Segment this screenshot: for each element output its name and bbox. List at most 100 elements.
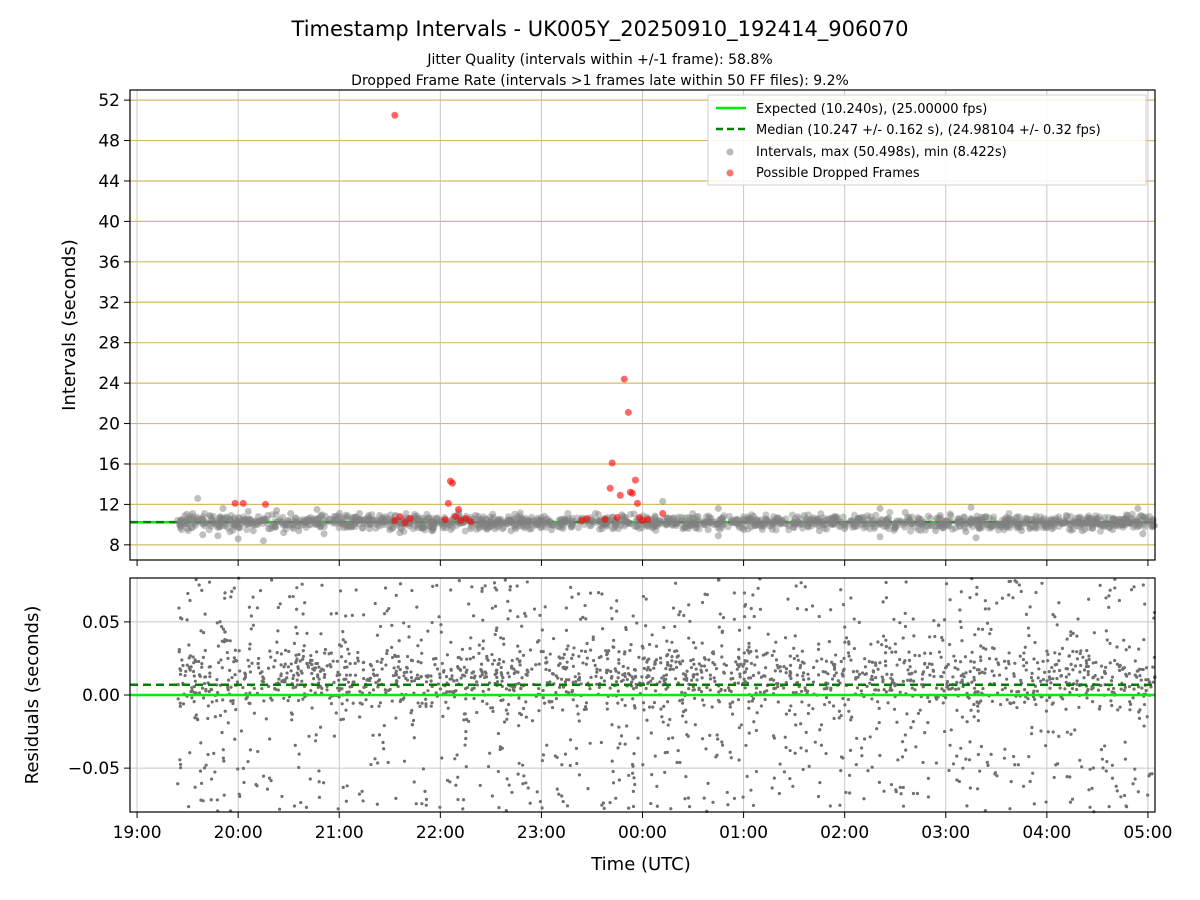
interval-point: [478, 515, 486, 523]
residual-point: [795, 673, 799, 677]
residual-point: [801, 767, 805, 772]
residual-point: [770, 786, 774, 790]
residual-point: [199, 741, 203, 745]
residual-point: [486, 765, 491, 769]
interval-point: [982, 513, 990, 521]
interval-point: [744, 513, 752, 521]
residual-point: [380, 657, 384, 661]
interval-point: [1134, 504, 1142, 512]
residual-point: [890, 688, 894, 692]
residual-point: [334, 611, 339, 615]
residual-point: [1117, 598, 1122, 603]
interval-point: [938, 524, 946, 532]
residual-point: [410, 659, 415, 663]
interval-point: [260, 516, 268, 524]
residual-point: [297, 652, 301, 657]
interval-point: [1019, 519, 1027, 527]
residual-point: [341, 630, 345, 634]
interval-point: [1110, 515, 1118, 523]
residual-point: [687, 636, 691, 640]
residual-point: [591, 658, 596, 663]
interval-point: [543, 519, 551, 527]
residual-point: [837, 716, 841, 720]
residual-point: [420, 651, 424, 655]
residual-point: [1039, 729, 1043, 733]
residual-point: [1132, 585, 1136, 589]
residual-point: [876, 667, 880, 671]
interval-point: [243, 519, 251, 527]
residual-point: [1107, 594, 1111, 598]
residual-point: [226, 678, 231, 682]
residual-point: [827, 639, 831, 644]
residual-point: [744, 667, 749, 671]
residual-point: [1109, 679, 1114, 683]
residual-point: [848, 748, 853, 753]
residual-point: [1025, 691, 1030, 695]
interval-point: [216, 515, 224, 523]
residual-point: [342, 677, 346, 681]
residual-point: [540, 758, 544, 763]
interval-point: [341, 513, 349, 521]
interval-point: [1085, 514, 1093, 522]
residual-point: [795, 654, 799, 658]
interval-point: [926, 522, 934, 530]
residual-point: [855, 669, 859, 673]
residual-point: [977, 701, 981, 705]
residual-point: [968, 740, 972, 744]
residual-point: [983, 599, 987, 603]
residual-point: [493, 586, 497, 590]
residual-point: [374, 681, 378, 685]
interval-point: [255, 518, 263, 526]
interval-point: [954, 518, 962, 526]
chart-title: Timestamp Intervals - UK005Y_20250910_19…: [291, 17, 909, 42]
interval-point: [689, 519, 697, 527]
residual-point: [1002, 659, 1007, 663]
residual-point: [178, 704, 182, 708]
residual-point: [789, 704, 793, 708]
x-axis-label: Time (UTC): [590, 854, 691, 875]
interval-point: [254, 513, 262, 521]
residual-point: [449, 640, 453, 644]
residual-point: [654, 644, 659, 648]
residual-point: [579, 617, 583, 621]
interval-point: [954, 515, 962, 523]
residual-point: [1012, 754, 1016, 759]
interval-point: [504, 519, 512, 527]
interval-point: [1058, 520, 1066, 528]
residual-point: [1032, 802, 1036, 806]
interval-point: [1116, 517, 1124, 525]
residual-point: [1091, 661, 1095, 665]
interval-point: [231, 516, 239, 524]
residual-point: [390, 645, 394, 650]
residual-point: [661, 720, 665, 724]
interval-point: [198, 515, 206, 523]
residual-point: [847, 773, 852, 777]
residual-point: [799, 722, 803, 726]
interval-point: [987, 524, 995, 532]
residual-point: [178, 701, 182, 705]
interval-point: [319, 519, 327, 527]
residual-point: [560, 794, 564, 798]
residual-point: [1142, 702, 1147, 707]
residual-point: [707, 658, 711, 662]
interval-point: [962, 528, 970, 536]
residual-point: [968, 595, 972, 600]
residual-point: [745, 659, 749, 663]
residual-point: [388, 687, 392, 691]
residual-point: [348, 661, 352, 666]
interval-point: [1022, 516, 1030, 524]
residual-point: [899, 792, 903, 796]
interval-point: [227, 511, 235, 519]
interval-point: [187, 515, 195, 523]
interval-point: [1075, 520, 1083, 528]
residual-point: [882, 789, 886, 793]
residual-point: [652, 701, 657, 705]
interval-point: [543, 515, 551, 523]
residual-point: [666, 653, 670, 657]
residual-point: [617, 671, 621, 675]
residual-point: [1114, 784, 1118, 788]
residual-point: [860, 754, 864, 758]
residual-point: [605, 668, 609, 672]
interval-point: [249, 527, 257, 535]
residual-point: [1110, 690, 1114, 694]
